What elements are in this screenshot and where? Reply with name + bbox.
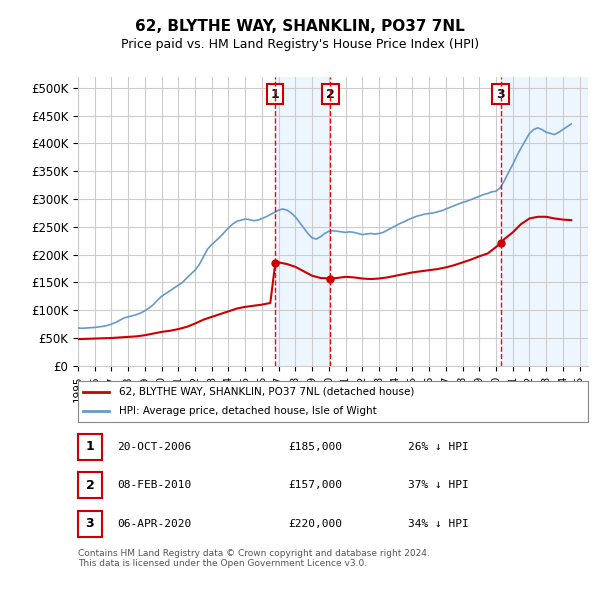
- Text: 2: 2: [326, 87, 335, 100]
- Text: 1: 1: [86, 440, 94, 454]
- Text: HPI: Average price, detached house, Isle of Wight: HPI: Average price, detached house, Isle…: [119, 406, 377, 416]
- Text: Price paid vs. HM Land Registry's House Price Index (HPI): Price paid vs. HM Land Registry's House …: [121, 38, 479, 51]
- Text: 26% ↓ HPI: 26% ↓ HPI: [408, 442, 469, 452]
- Text: 62, BLYTHE WAY, SHANKLIN, PO37 7NL: 62, BLYTHE WAY, SHANKLIN, PO37 7NL: [135, 19, 465, 34]
- Text: £185,000: £185,000: [288, 442, 342, 452]
- Text: 2: 2: [86, 478, 94, 492]
- Text: Contains HM Land Registry data © Crown copyright and database right 2024.
This d: Contains HM Land Registry data © Crown c…: [78, 549, 430, 568]
- Bar: [275, 77, 331, 366]
- Text: 37% ↓ HPI: 37% ↓ HPI: [408, 480, 469, 490]
- Text: £220,000: £220,000: [288, 519, 342, 529]
- Text: 34% ↓ HPI: 34% ↓ HPI: [408, 519, 469, 529]
- Text: 20-OCT-2006: 20-OCT-2006: [117, 442, 191, 452]
- Text: 08-FEB-2010: 08-FEB-2010: [117, 480, 191, 490]
- Text: 1: 1: [271, 87, 280, 100]
- Text: £157,000: £157,000: [288, 480, 342, 490]
- Text: 06-APR-2020: 06-APR-2020: [117, 519, 191, 529]
- Text: 3: 3: [86, 517, 94, 530]
- Text: 62, BLYTHE WAY, SHANKLIN, PO37 7NL (detached house): 62, BLYTHE WAY, SHANKLIN, PO37 7NL (deta…: [119, 386, 414, 396]
- Bar: [500, 77, 588, 366]
- Text: 3: 3: [496, 87, 505, 100]
